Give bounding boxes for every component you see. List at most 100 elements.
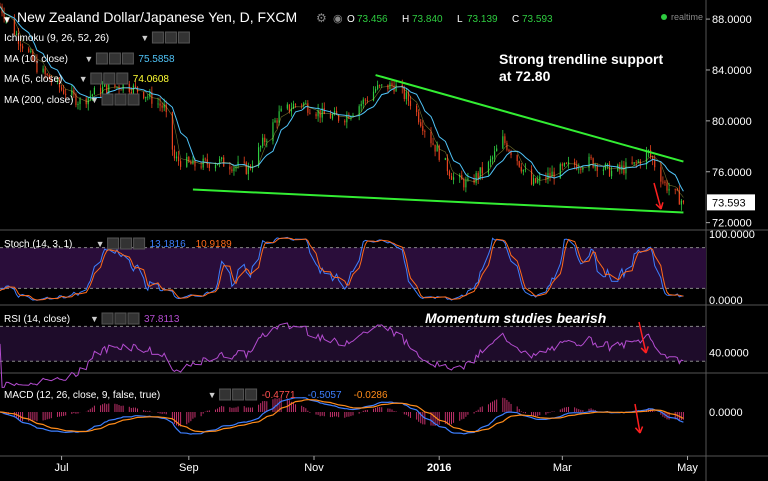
settings-icon[interactable] [108, 52, 121, 65]
candle-body [389, 83, 391, 90]
candle-body [395, 84, 397, 92]
settings-icon[interactable]: ⚙ [316, 11, 327, 25]
settings-icon[interactable] [232, 388, 245, 401]
settings-icon[interactable] [103, 72, 116, 85]
candle-body [180, 161, 182, 167]
candle-body [235, 166, 237, 168]
legend-dropdown-icon[interactable]: ▼ [79, 74, 88, 84]
candle-body [588, 156, 590, 168]
legend-dropdown-icon[interactable]: ▼ [90, 314, 99, 324]
candle-body [48, 74, 50, 80]
candle-body [276, 120, 278, 123]
candle-body [218, 159, 221, 164]
candle-body [15, 33, 18, 35]
candle-body [99, 87, 102, 94]
bearish-arrow-head [640, 346, 649, 354]
close-icon[interactable] [121, 52, 134, 65]
candle-body [151, 92, 153, 104]
candle-body [633, 162, 635, 164]
candle-body [171, 112, 173, 150]
candle-body [63, 89, 65, 94]
candle-body [473, 178, 475, 183]
candle-body [272, 122, 274, 142]
bearish-arrow-shaft [634, 403, 641, 434]
close-icon[interactable] [127, 312, 140, 325]
indicator-legend-value: -0.0286 [354, 390, 388, 401]
price-tick-label: 88.0000 [712, 14, 752, 26]
candle-body [545, 176, 547, 180]
candle-body [34, 59, 36, 61]
close-icon[interactable] [177, 31, 190, 44]
candle-body [649, 150, 652, 157]
candle-body [362, 99, 364, 104]
bearish-arrow-head [655, 202, 664, 210]
indicator-legend-label: Stoch (14, 3, 1) [4, 239, 72, 250]
eye-icon[interactable] [101, 312, 114, 325]
eye-icon[interactable] [95, 52, 108, 65]
candle-body [303, 103, 305, 106]
close-icon[interactable] [127, 93, 140, 106]
candle-body [596, 164, 598, 171]
legend-dropdown-icon[interactable]: ▼ [208, 390, 217, 400]
candle-body [535, 178, 537, 183]
time-tick-label: May [677, 462, 698, 474]
time-tick-label: Jul [55, 462, 69, 474]
close-icon[interactable] [133, 237, 146, 250]
candle-body [75, 94, 77, 106]
candle-body [506, 143, 508, 150]
candle-body [510, 151, 512, 156]
collapse-arrow-icon[interactable]: ▼ [2, 15, 12, 26]
close-icon[interactable] [245, 388, 258, 401]
candle-body [321, 108, 323, 118]
time-tick-label: Mar [553, 462, 572, 474]
candle-body [3, 13, 5, 19]
close-icon[interactable] [116, 72, 129, 85]
settings-icon[interactable] [114, 93, 127, 106]
eye-icon[interactable] [101, 93, 114, 106]
settings-icon[interactable] [114, 312, 127, 325]
legend-dropdown-icon[interactable]: ▼ [84, 54, 93, 64]
candle-body [165, 104, 167, 113]
candle-body [190, 161, 192, 165]
candle-body [60, 87, 63, 90]
candle-body [237, 161, 239, 167]
main-legend-label: MA (10, close) [4, 54, 68, 65]
candle-body [530, 169, 533, 185]
candle-body [424, 130, 426, 132]
candle-body [65, 93, 67, 95]
candle-body [379, 85, 381, 86]
eye-icon[interactable] [107, 237, 120, 250]
candle-body [374, 89, 377, 92]
eye-icon[interactable] [219, 388, 232, 401]
candle-body [309, 112, 311, 114]
settings-icon[interactable] [164, 31, 177, 44]
candle-body [42, 68, 44, 73]
price-tick-label: 76.0000 [712, 167, 752, 179]
candle-body [635, 162, 637, 163]
candle-body [288, 104, 290, 112]
legend-dropdown-icon[interactable]: ▼ [140, 33, 149, 43]
candle-body [520, 166, 522, 172]
candle-body [524, 169, 526, 171]
candle-body [602, 169, 604, 171]
main-legend-value: 75.5858 [138, 54, 175, 65]
candle-body [467, 178, 469, 181]
legend-dropdown-icon[interactable]: ▼ [90, 95, 99, 105]
candle-body [262, 137, 264, 147]
realtime-indicator-icon [661, 14, 667, 20]
rsi-line [0, 322, 684, 388]
candle-body [77, 103, 79, 106]
ohlc-label: L [457, 14, 463, 25]
visibility-icon[interactable]: ◉ [333, 13, 343, 25]
candle-body [594, 164, 596, 168]
candle-body [508, 149, 510, 152]
eye-icon[interactable] [90, 72, 103, 85]
legend-dropdown-icon[interactable]: ▼ [96, 239, 105, 249]
settings-icon[interactable] [120, 237, 133, 250]
support-trendline [192, 188, 684, 214]
ohlc-value: 73.593 [522, 14, 553, 25]
eye-icon[interactable] [151, 31, 164, 44]
candle-body [278, 111, 280, 123]
candle-body [551, 171, 553, 177]
